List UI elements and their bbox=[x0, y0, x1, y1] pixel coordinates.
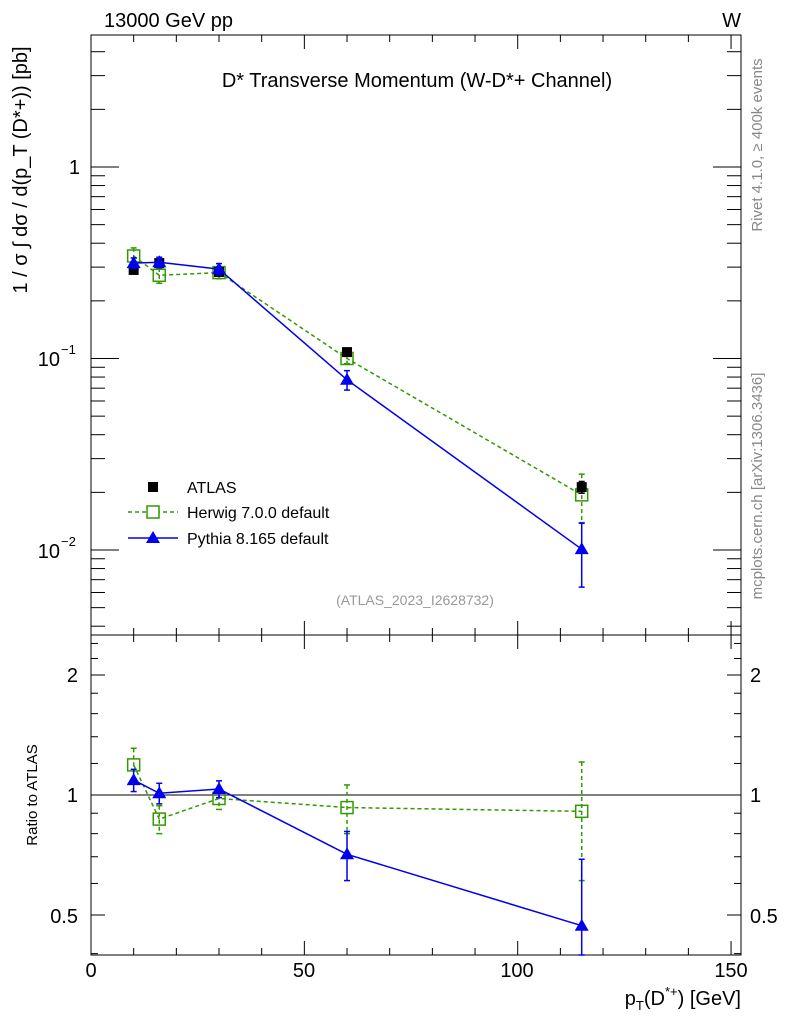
rivet-label: Rivet 4.1.0, ≥ 400k events bbox=[749, 58, 766, 231]
data-marks bbox=[126, 247, 589, 956]
ratio-tick-label-0.5-right: 0.5 bbox=[750, 906, 778, 928]
pythia-point bbox=[152, 255, 167, 268]
x-tick-label-100: 100 bbox=[500, 960, 533, 982]
pythia-point bbox=[212, 262, 227, 275]
ratio-tick-label-1-right: 1 bbox=[750, 785, 761, 807]
herwig-ratio-line bbox=[132, 764, 582, 821]
ratio-y-axis-label: Ratio to ATLAS bbox=[24, 744, 41, 845]
pythia-point bbox=[340, 372, 355, 385]
axis-ticks bbox=[90, 35, 741, 955]
pythia-ratio-line bbox=[133, 779, 582, 927]
mcplots-label: mcplots.cern.ch [arXiv:1306.3436] bbox=[749, 373, 766, 600]
y-tick-label-0.01: 10 bbox=[38, 541, 60, 563]
y-tick-label-1: 1 bbox=[69, 157, 80, 179]
pythia-ratio-point bbox=[126, 773, 141, 786]
pythia-ratio-point bbox=[340, 847, 355, 860]
legend-pythia-label: Pythia 8.165 default bbox=[187, 531, 329, 548]
beam-label: 13000 GeV pp bbox=[104, 10, 233, 32]
chart-title: D* Transverse Momentum (W-D*+ Channel) bbox=[222, 70, 612, 92]
legend-pythia-marker bbox=[146, 531, 160, 543]
herwig-line bbox=[133, 255, 583, 496]
legend-atlas-marker bbox=[148, 482, 158, 492]
x-tick-label-50: 50 bbox=[293, 960, 315, 982]
pythia-ratio-point bbox=[574, 918, 589, 931]
analysis-id: (ATLAS_2023_I2628732) bbox=[336, 592, 494, 608]
pythia-ratio-point bbox=[152, 786, 167, 799]
legend-herwig-label: Herwig 7.0.0 default bbox=[187, 505, 330, 522]
herwig-ratio-point bbox=[574, 804, 589, 819]
pythia-point bbox=[574, 542, 589, 555]
x-axis-label: pT(D*+) [GeV] bbox=[625, 984, 741, 1013]
y-tick-label-0.1: 10 bbox=[38, 349, 60, 371]
ratio-tick-label-2: 2 bbox=[67, 665, 78, 687]
herwig-ratio-point bbox=[152, 812, 167, 826]
legend: ATLAS Herwig 7.0.0 default Pythia 8.165 … bbox=[128, 480, 330, 548]
atlas-point bbox=[342, 347, 353, 358]
ratio-tick-label-1: 1 bbox=[67, 785, 78, 807]
pythia-ratio-point bbox=[212, 782, 227, 795]
ratio-tick-label-0.5: 0.5 bbox=[50, 906, 78, 928]
x-tick-label-0: 0 bbox=[85, 960, 96, 982]
legend-atlas-label: ATLAS bbox=[187, 480, 237, 497]
y-tick-label-0.01-exp: −2 bbox=[61, 534, 76, 549]
legend-herwig-marker bbox=[146, 505, 160, 519]
y-tick-label-0.1-exp: −1 bbox=[61, 342, 76, 357]
x-tick-label-150: 150 bbox=[714, 960, 747, 982]
process-label: W bbox=[722, 10, 741, 32]
ratio-tick-label-2-right: 2 bbox=[750, 665, 761, 687]
pythia-point bbox=[126, 256, 141, 269]
herwig-point bbox=[152, 268, 167, 283]
atlas-point bbox=[128, 264, 139, 275]
main-y-axis-label: 1 / σ ∫ dσ / d(p_T (D*+)) [pb] bbox=[10, 46, 32, 293]
atlas-point bbox=[576, 482, 587, 493]
herwig-ratio-point bbox=[340, 800, 354, 815]
